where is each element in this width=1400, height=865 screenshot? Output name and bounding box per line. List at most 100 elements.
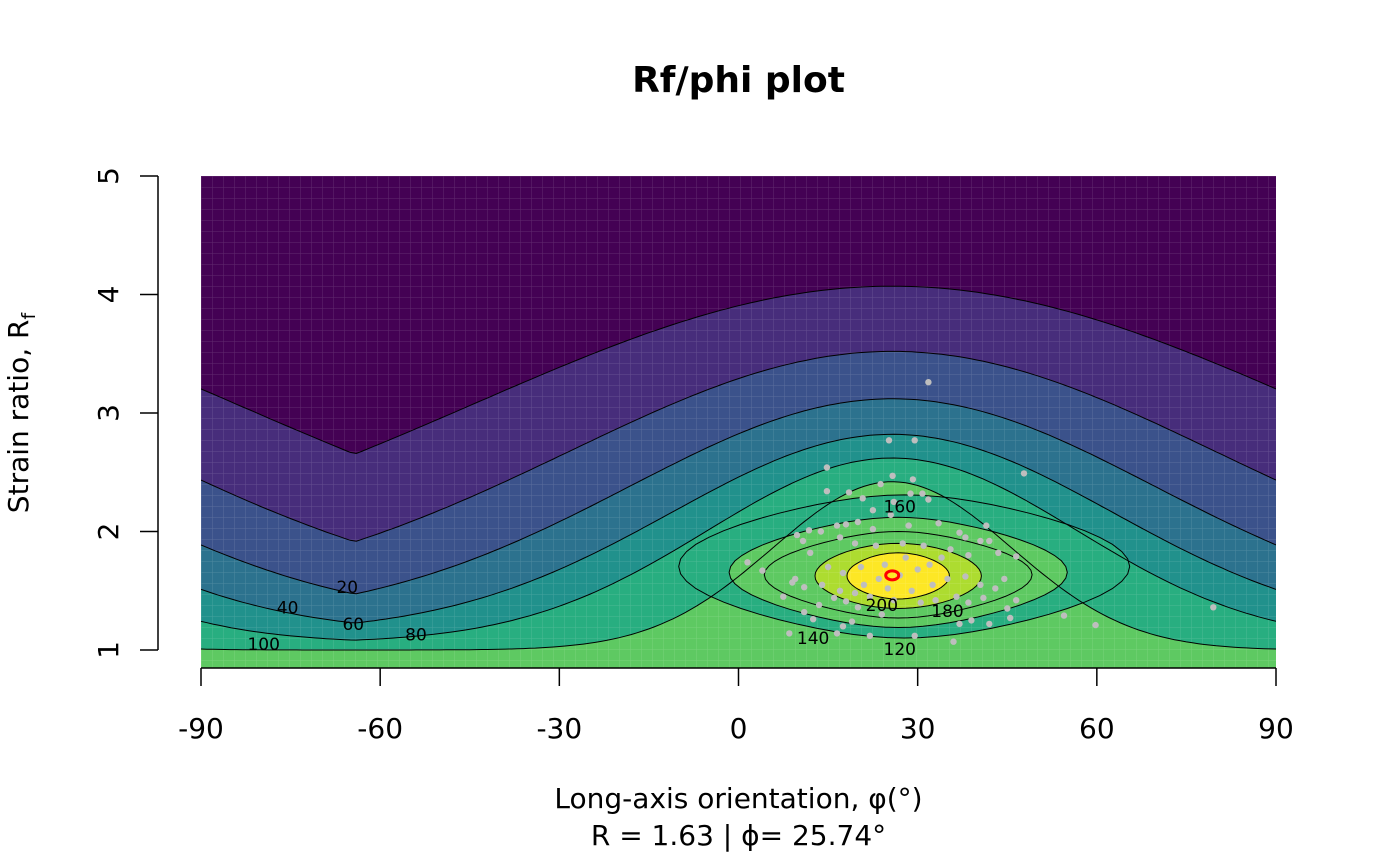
chart-title: Rf/phi plot	[632, 60, 845, 101]
contour-label: 180	[931, 602, 963, 622]
data-point	[902, 554, 909, 561]
plot-area	[201, 176, 1276, 668]
y-axis: 1 2 3 4 5	[92, 167, 159, 659]
y-tick-label: 5	[92, 167, 125, 185]
contour-label: 120	[884, 640, 916, 660]
x-tick-label: 60	[1079, 712, 1115, 745]
data-point	[962, 534, 969, 541]
data-point	[789, 579, 796, 586]
data-point	[929, 581, 936, 588]
contour-line	[201, 350, 1276, 542]
data-point	[780, 593, 787, 600]
cell-grid	[201, 176, 1276, 668]
data-point	[965, 599, 972, 606]
data-point	[992, 585, 999, 592]
data-point	[920, 542, 927, 549]
data-point	[842, 598, 850, 605]
data-point	[986, 537, 993, 545]
contour-labels: 20 40 60 80 100 120 140 160 180 200	[247, 498, 963, 660]
contour-line	[201, 433, 1276, 624]
contour-label: 140	[797, 629, 829, 649]
x-tick-label: -90	[178, 712, 224, 745]
data-point	[965, 552, 972, 559]
data-points	[744, 379, 1217, 645]
x-tick-label: 30	[900, 712, 936, 745]
data-point	[1013, 553, 1020, 560]
data-point	[890, 597, 897, 604]
mean-marker	[884, 569, 901, 582]
data-point	[914, 566, 921, 573]
data-point	[944, 575, 951, 583]
data-point	[801, 584, 808, 591]
contour-label: 160	[884, 498, 916, 518]
data-point	[824, 563, 832, 571]
data-point	[956, 529, 963, 536]
data-point	[1210, 604, 1217, 611]
data-point	[842, 521, 850, 528]
contour-label: 40	[277, 598, 299, 618]
data-point	[851, 540, 859, 547]
data-point	[801, 608, 808, 616]
data-point	[977, 581, 984, 588]
data-point	[911, 632, 918, 639]
contour-label: 60	[342, 615, 364, 635]
data-point	[866, 632, 874, 639]
data-point	[744, 559, 751, 566]
x-axis-label-text: Long-axis orientation,	[554, 782, 868, 815]
contour-line	[678, 494, 1131, 639]
data-point	[823, 464, 831, 471]
data-point	[833, 630, 841, 637]
data-point	[926, 561, 933, 568]
data-point	[869, 507, 877, 514]
contour-label: 200	[866, 596, 898, 616]
data-point	[884, 585, 891, 592]
contour-line	[814, 542, 982, 610]
data-point	[911, 437, 918, 444]
data-point	[854, 518, 862, 526]
data-point	[818, 581, 826, 588]
data-point	[807, 549, 814, 556]
x-tick-label: -60	[357, 712, 403, 745]
data-point	[908, 587, 915, 594]
data-point	[885, 437, 893, 444]
data-point	[759, 567, 766, 574]
data-point	[869, 525, 877, 533]
data-point	[860, 581, 868, 588]
data-point	[932, 597, 939, 604]
data-point	[839, 569, 847, 577]
data-point	[919, 490, 926, 497]
data-point	[950, 638, 957, 645]
data-point	[1060, 612, 1068, 619]
contour-line	[201, 285, 1276, 455]
contour-label: 80	[405, 626, 427, 646]
x-axis: -90 -60 -30 0 30 60 90	[178, 667, 1294, 745]
data-point	[890, 498, 897, 506]
data-point	[887, 511, 894, 519]
data-point	[823, 488, 831, 495]
data-point	[793, 531, 801, 539]
data-point	[980, 594, 987, 602]
data-point	[1004, 605, 1011, 612]
data-point	[947, 546, 954, 553]
x-tick-label: -30	[536, 712, 582, 745]
data-point	[866, 593, 874, 600]
data-point	[872, 542, 880, 549]
data-point	[875, 575, 882, 583]
contour-lines	[201, 285, 1276, 651]
data-point	[983, 522, 990, 529]
x-axis-label: Long-axis orientation, φ(°)	[554, 782, 922, 815]
data-point	[878, 611, 885, 618]
data-point	[1092, 621, 1099, 629]
data-point	[805, 527, 813, 534]
data-point	[839, 623, 847, 630]
data-point	[881, 561, 888, 568]
mean-ring	[884, 569, 901, 582]
y-tick-label: 4	[92, 286, 125, 304]
data-point	[877, 480, 884, 488]
data-point	[917, 599, 924, 606]
x-tick-label: 0	[730, 712, 748, 745]
data-point	[925, 496, 932, 503]
x-tick-label: 90	[1258, 712, 1294, 745]
y-axis-label-text: Strain ratio, R	[2, 320, 35, 514]
data-point	[848, 618, 856, 625]
